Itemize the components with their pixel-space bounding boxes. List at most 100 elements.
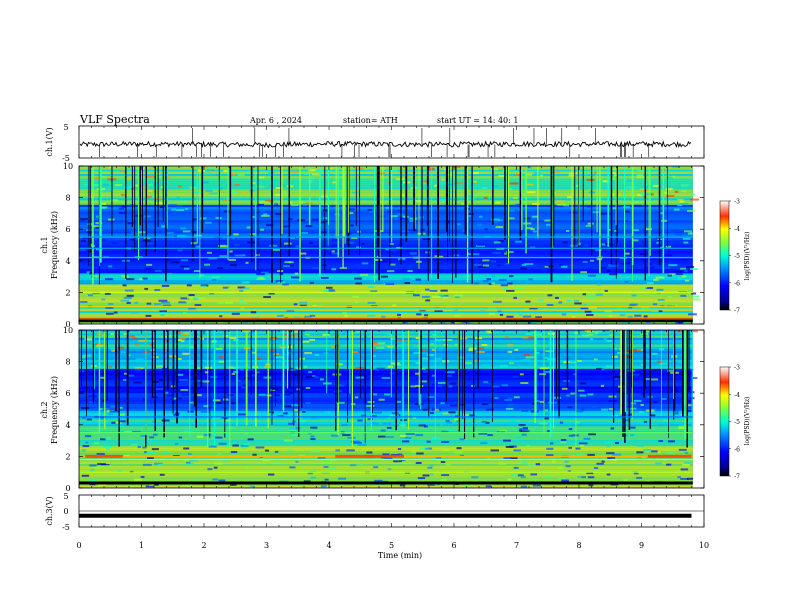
spectrogram-speckle: [212, 278, 217, 281]
spectrogram-speckle: [109, 166, 113, 169]
spectrogram-speckle: [420, 228, 425, 231]
spectrogram-speckle: [145, 485, 154, 488]
spectrogram-speckle: [401, 440, 410, 443]
spectrogram-speckle: [397, 447, 402, 450]
spectrogram-speckle: [121, 205, 127, 208]
spectrogram-band: [79, 310, 693, 314]
spectrogram-speckle: [547, 358, 556, 361]
spectrogram-speckle: [382, 422, 392, 425]
spectrogram-speckle: [505, 262, 510, 265]
spectrogram-speckle: [197, 255, 201, 258]
spectrogram-speckle: [416, 222, 423, 225]
spectrogram-speckle: [655, 462, 662, 465]
spectrogram-speckle: [317, 456, 326, 459]
spectrogram-speckle: [686, 266, 695, 269]
spectrogram-speckle: [641, 393, 645, 396]
spectrogram-speckle: [322, 248, 331, 251]
spectrogram-speckle: [457, 347, 463, 350]
spectrogram-speckle: [241, 254, 246, 257]
spectrogram-band: [79, 439, 693, 442]
spectrogram-speckle: [263, 376, 272, 379]
spectrogram-speckle: [102, 184, 109, 187]
spectrogram-speckle: [397, 313, 401, 316]
spectrogram-speckle: [510, 457, 518, 460]
spectrogram-speckle: [215, 345, 220, 348]
spectrogram-speckle: [663, 254, 673, 257]
spectrogram-speckle: [612, 453, 622, 456]
spectrogram-speckle: [274, 450, 279, 453]
spectrogram-speckle: [357, 419, 363, 422]
spectrogram-band: [79, 220, 693, 223]
spectrogram-speckle: [88, 395, 97, 398]
spectrogram-speckle: [688, 313, 697, 316]
spectrogram-speckle: [161, 301, 170, 304]
spectrogram-band: [79, 330, 693, 332]
spectrogram-band: [79, 226, 693, 230]
spectrogram-speckle: [581, 476, 587, 479]
spectrogram-speckle: [393, 363, 402, 366]
spectrogram-speckle: [267, 473, 275, 476]
spectrogram-speckle: [668, 264, 678, 267]
spectrogram-band: [79, 200, 693, 203]
spectrogram-speckle: [386, 436, 394, 439]
spectrogram-speckle: [512, 375, 519, 378]
spectrogram-band: [79, 330, 693, 334]
spectrogram-speckle: [612, 177, 618, 180]
spectrogram-speckle: [498, 279, 507, 282]
spectrogram-speckle: [322, 333, 330, 336]
spectrogram-speckle: [606, 452, 615, 455]
spectrogram-speckle: [673, 270, 683, 273]
spectrogram-speckle: [587, 222, 594, 225]
spectrogram-speckle: [637, 176, 646, 179]
spectrogram-speckle: [612, 347, 618, 350]
spectrogram-speckle: [627, 219, 633, 222]
spectrogram-speckle: [505, 336, 509, 339]
spectrogram-speckle: [544, 409, 549, 412]
spectrogram-speckle: [118, 406, 123, 409]
spectrogram-speckle: [514, 348, 519, 351]
spectrogram-speckle: [347, 208, 355, 211]
spectrogram-speckle: [144, 236, 151, 239]
spectrogram-speckle: [619, 314, 626, 317]
spectrogram-speckle: [129, 238, 135, 241]
spectrogram-band: [79, 448, 693, 451]
spectrogram-speckle: [584, 244, 589, 247]
spectrogram-speckle: [481, 403, 489, 406]
spectrogram-speckle: [610, 427, 615, 430]
spectrogram-speckle: [162, 304, 172, 307]
spectrogram-band: [79, 361, 693, 365]
spectrogram-speckle: [677, 198, 686, 201]
spectrogram-band: [79, 381, 693, 385]
spectrogram-band: [79, 299, 693, 303]
spectrogram-speckle: [411, 450, 417, 453]
spectrogram-speckle: [568, 172, 578, 175]
spectrogram-speckle: [299, 301, 308, 304]
spectrogram-speckle: [560, 441, 567, 444]
spectrogram-speckle: [310, 426, 318, 429]
spectrogram-speckle: [372, 343, 381, 346]
spectrogram-speckle: [489, 380, 495, 383]
spectrogram-speckle: [196, 297, 206, 300]
spectrogram-speckle: [678, 425, 686, 428]
spectrogram-speckle: [630, 426, 636, 429]
spectrogram-speckle: [197, 169, 205, 172]
spectrogram-speckle: [513, 466, 519, 469]
spectrogram-speckle: [250, 351, 256, 354]
spectrogram-speckle: [359, 463, 363, 466]
spectrogram-speckle: [492, 251, 501, 254]
spectrogram-speckle: [415, 372, 420, 375]
spectrogram-speckle: [557, 466, 563, 469]
spectrogram-speckle: [577, 360, 582, 363]
spectrogram-speckle: [686, 209, 696, 212]
spectrogram-speckle: [384, 457, 393, 460]
spectrogram-speckle: [245, 226, 251, 229]
spectrogram-speckle: [240, 444, 249, 447]
spectrogram-speckle: [589, 338, 594, 341]
spectrogram-speckle: [499, 429, 508, 432]
spectrogram-speckle: [645, 218, 654, 221]
spectrogram-band: [79, 333, 693, 336]
spectrogram-band: [79, 479, 693, 482]
spectrogram-speckle: [441, 459, 446, 462]
spectrogram-speckle: [242, 333, 248, 336]
spectrogram-speckle: [90, 479, 97, 482]
